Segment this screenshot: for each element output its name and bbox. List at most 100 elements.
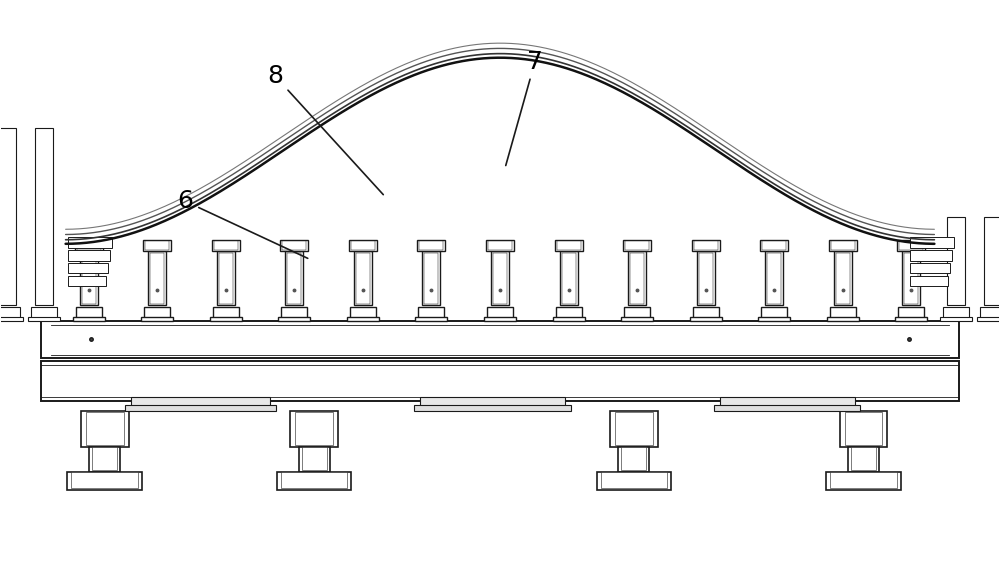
Bar: [692, 240, 720, 251]
Bar: [910, 237, 954, 248]
Bar: [898, 307, 924, 319]
Bar: [555, 240, 583, 251]
Bar: [834, 251, 852, 305]
Bar: [610, 412, 658, 447]
Bar: [31, 307, 57, 319]
Bar: [714, 406, 860, 412]
Bar: [415, 317, 447, 321]
Bar: [217, 251, 235, 305]
Bar: [560, 251, 578, 305]
Bar: [615, 412, 653, 445]
Bar: [625, 241, 649, 250]
Bar: [826, 472, 901, 490]
Bar: [902, 251, 920, 305]
Bar: [488, 241, 512, 250]
Bar: [281, 472, 347, 488]
Bar: [414, 406, 571, 412]
Bar: [827, 317, 859, 321]
Bar: [354, 251, 372, 305]
Bar: [699, 252, 713, 304]
Bar: [281, 307, 307, 319]
Bar: [280, 240, 308, 251]
Bar: [830, 307, 856, 319]
Bar: [762, 241, 786, 250]
Bar: [0, 307, 20, 319]
Text: 6: 6: [177, 189, 308, 258]
Bar: [73, 317, 105, 321]
Bar: [125, 406, 276, 412]
Bar: [86, 412, 124, 445]
Bar: [282, 241, 306, 250]
Bar: [76, 307, 102, 319]
Bar: [486, 240, 514, 251]
Bar: [67, 472, 142, 490]
Bar: [89, 447, 120, 472]
Bar: [144, 307, 170, 319]
Bar: [77, 241, 101, 250]
Bar: [68, 263, 108, 273]
Bar: [419, 241, 443, 250]
Bar: [491, 251, 509, 305]
Bar: [82, 252, 96, 304]
Bar: [621, 447, 646, 470]
Bar: [556, 307, 582, 319]
Bar: [214, 241, 238, 250]
Bar: [831, 241, 855, 250]
Bar: [977, 317, 1000, 321]
Bar: [299, 447, 330, 472]
Bar: [35, 128, 53, 305]
Bar: [68, 237, 112, 248]
Bar: [761, 307, 787, 319]
Bar: [895, 317, 927, 321]
Bar: [624, 307, 650, 319]
Bar: [623, 240, 651, 251]
Bar: [290, 412, 338, 447]
Bar: [219, 252, 233, 304]
Bar: [697, 251, 715, 305]
Bar: [694, 241, 718, 250]
Bar: [148, 251, 166, 305]
Bar: [71, 472, 138, 488]
Bar: [287, 252, 301, 304]
Bar: [285, 251, 303, 305]
Bar: [295, 412, 333, 445]
Bar: [904, 252, 918, 304]
Bar: [899, 241, 923, 250]
Bar: [278, 317, 310, 321]
Bar: [947, 217, 965, 305]
Bar: [693, 307, 719, 319]
Bar: [487, 307, 513, 319]
Bar: [848, 447, 879, 472]
Bar: [213, 307, 239, 319]
Bar: [420, 398, 565, 407]
Bar: [150, 252, 164, 304]
Bar: [351, 241, 375, 250]
Bar: [943, 307, 969, 319]
Bar: [81, 412, 129, 447]
Bar: [350, 307, 376, 319]
Bar: [493, 252, 507, 304]
Bar: [424, 252, 438, 304]
Bar: [349, 240, 377, 251]
Bar: [68, 276, 106, 286]
Bar: [418, 307, 444, 319]
Bar: [212, 240, 240, 251]
Bar: [851, 447, 876, 470]
Bar: [597, 472, 671, 490]
Bar: [829, 240, 857, 251]
Bar: [690, 317, 722, 321]
Bar: [840, 412, 887, 447]
Bar: [621, 317, 653, 321]
Bar: [618, 447, 649, 472]
Bar: [980, 307, 1000, 319]
Bar: [601, 472, 667, 488]
Bar: [720, 398, 855, 407]
Bar: [131, 398, 270, 407]
Text: 8: 8: [267, 64, 383, 195]
Bar: [92, 447, 117, 470]
Bar: [758, 317, 790, 321]
Bar: [628, 251, 646, 305]
Bar: [0, 317, 23, 321]
Bar: [910, 276, 948, 286]
Bar: [80, 251, 98, 305]
